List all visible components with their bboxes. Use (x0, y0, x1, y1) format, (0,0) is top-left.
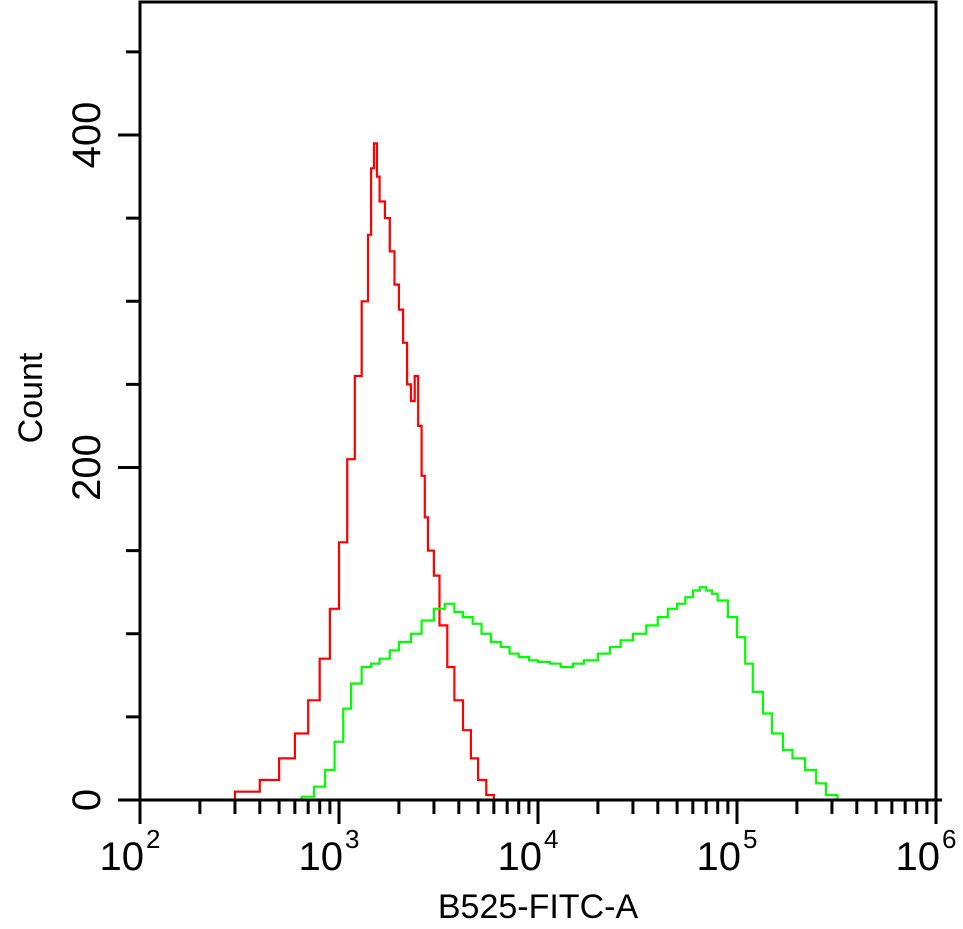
series-line-red (140, 142, 495, 802)
x-axis-title: B525-FITC-A (438, 888, 639, 926)
series-layer (140, 142, 846, 802)
x-tick-label: 10 (498, 835, 543, 879)
y-tick-label: 400 (65, 102, 109, 169)
x-tick-label: 10 (100, 835, 145, 879)
x-tick-exponent: 3 (345, 824, 359, 854)
series-line-green (287, 586, 846, 802)
x-tick-exponent: 6 (942, 824, 956, 854)
y-tick-label: 200 (65, 434, 109, 501)
x-tick-exponent: 5 (743, 824, 757, 854)
y-axis-title: Count (12, 352, 50, 443)
plot-area (138, 0, 938, 800)
plot-frame (138, 0, 938, 800)
x-tick-label: 10 (896, 835, 941, 879)
x-tick-exponent: 2 (146, 824, 160, 854)
x-tick-label: 10 (299, 835, 344, 879)
x-tick-exponent: 4 (544, 824, 558, 854)
x-tick-label: 10 (697, 835, 742, 879)
y-tick-label: 0 (65, 789, 109, 811)
